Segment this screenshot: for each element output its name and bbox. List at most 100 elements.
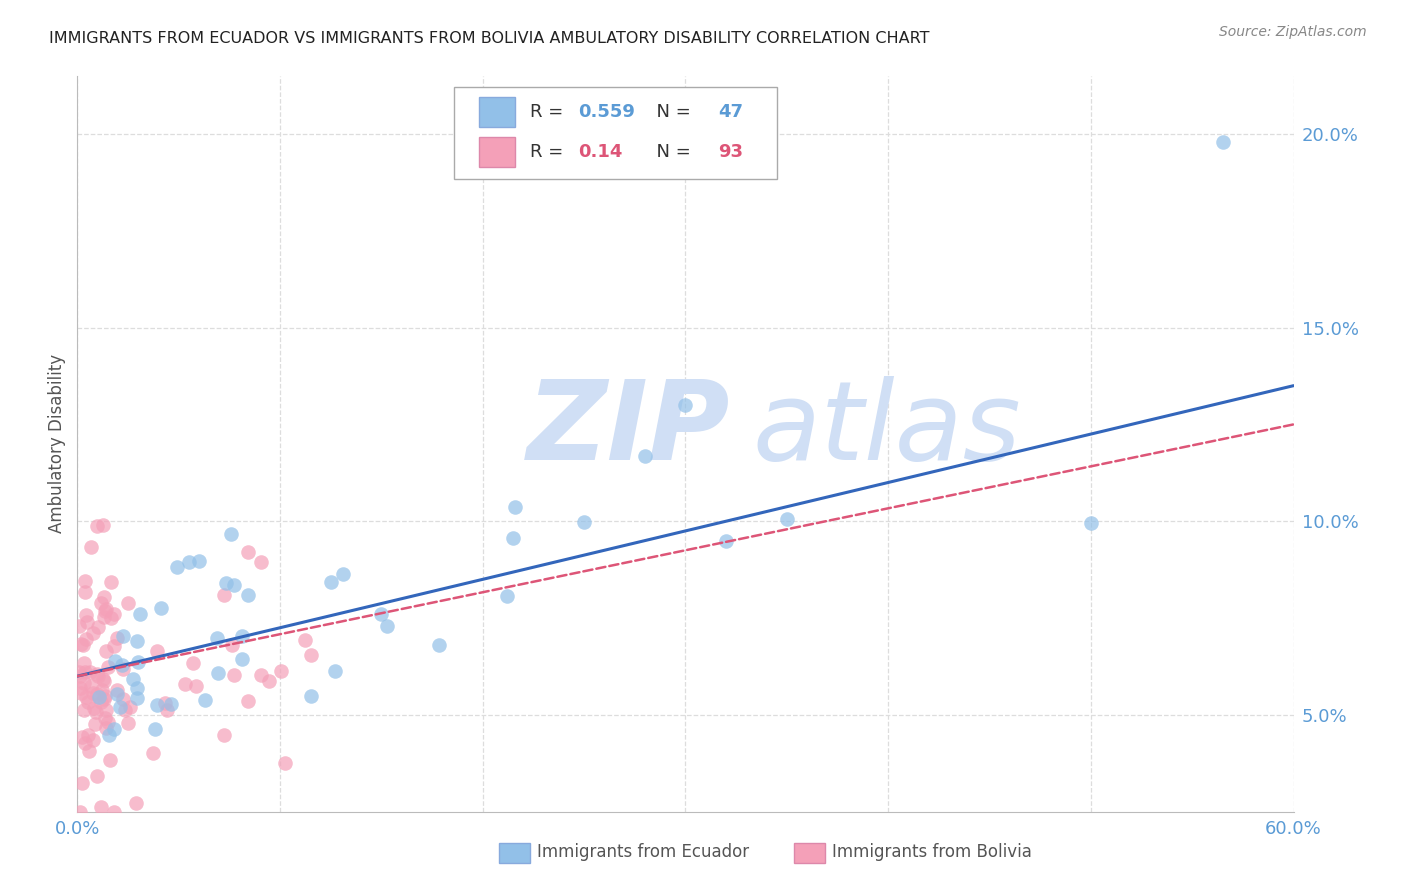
Point [222, 577, 245, 591]
Point [91, 683, 114, 698]
Point [112, 662, 135, 676]
Point [94, 644, 117, 658]
Point [86, 519, 108, 533]
Point [73, 703, 96, 717]
Point [73, 736, 96, 750]
Point [332, 567, 354, 582]
Point [111, 658, 134, 673]
Point [70, 730, 93, 744]
Point [73, 665, 96, 680]
Point [94, 710, 117, 724]
Point [77, 728, 100, 742]
Point [77, 743, 100, 757]
Point [173, 677, 195, 691]
Text: R =: R = [530, 143, 569, 161]
Point [250, 555, 273, 569]
Point [75, 632, 97, 646]
Point [222, 667, 245, 681]
Point [215, 576, 238, 591]
Point [250, 668, 273, 682]
Point [80, 679, 103, 693]
Point [127, 633, 149, 648]
Point [94, 604, 117, 618]
Point [321, 575, 343, 590]
Point [238, 694, 260, 708]
Point [93, 610, 115, 624]
Point [90, 596, 112, 610]
Point [97, 659, 120, 673]
Point [124, 796, 146, 810]
Point [84, 716, 107, 731]
Point [69, 681, 91, 695]
Bar [478, 137, 515, 167]
Point [105, 682, 128, 697]
Point [93, 692, 115, 706]
Point [370, 607, 392, 621]
Point [103, 607, 125, 621]
Point [274, 756, 297, 770]
Point [86, 769, 108, 783]
Point [91, 518, 114, 533]
Point [90, 800, 112, 814]
Point [75, 690, 97, 704]
Point [97, 714, 120, 729]
Point [87, 690, 110, 705]
Point [188, 554, 211, 568]
Point [153, 696, 176, 710]
Point [496, 589, 519, 603]
Point [179, 555, 201, 569]
Point [73, 675, 96, 690]
Point [93, 591, 115, 605]
Point [181, 656, 204, 670]
Point [117, 596, 139, 610]
Point [634, 449, 657, 463]
Text: N =: N = [645, 103, 697, 121]
Point [114, 703, 136, 717]
Point [96, 602, 118, 616]
Point [75, 607, 97, 622]
Point [93, 689, 115, 703]
Point [122, 672, 145, 686]
Point [221, 638, 243, 652]
Text: 47: 47 [718, 103, 744, 121]
Point [69, 669, 91, 683]
Point [84, 705, 107, 719]
Point [82, 732, 104, 747]
Point [212, 728, 235, 742]
Point [142, 747, 165, 761]
Point [166, 559, 188, 574]
Point [120, 699, 142, 714]
Point [117, 715, 139, 730]
Point [125, 690, 148, 705]
Point [103, 805, 125, 819]
Point [128, 607, 150, 621]
Point [375, 619, 398, 633]
Point [77, 695, 100, 709]
Point [127, 681, 149, 695]
Point [86, 687, 108, 701]
Point [776, 512, 799, 526]
Point [72, 638, 94, 652]
Point [69, 637, 91, 651]
Text: Immigrants from Ecuador: Immigrants from Ecuador [537, 843, 749, 861]
Point [105, 631, 128, 645]
Point [212, 588, 235, 602]
Point [257, 673, 280, 688]
Point [207, 666, 229, 681]
Point [270, 664, 292, 678]
Text: IMMIGRANTS FROM ECUADOR VS IMMIGRANTS FROM BOLIVIA AMBULATORY DISABILITY CORRELA: IMMIGRANTS FROM ECUADOR VS IMMIGRANTS FR… [49, 31, 929, 46]
Text: Immigrants from Bolivia: Immigrants from Bolivia [832, 843, 1032, 861]
Point [103, 639, 125, 653]
Point [675, 398, 697, 412]
Point [100, 611, 122, 625]
Bar [478, 97, 515, 127]
FancyBboxPatch shape [454, 87, 776, 178]
Point [91, 672, 114, 686]
Point [299, 689, 322, 703]
Point [236, 545, 259, 559]
Point [105, 687, 128, 701]
Point [67, 665, 90, 680]
Text: 0.559: 0.559 [578, 103, 636, 121]
Point [67, 619, 90, 633]
Point [236, 588, 259, 602]
